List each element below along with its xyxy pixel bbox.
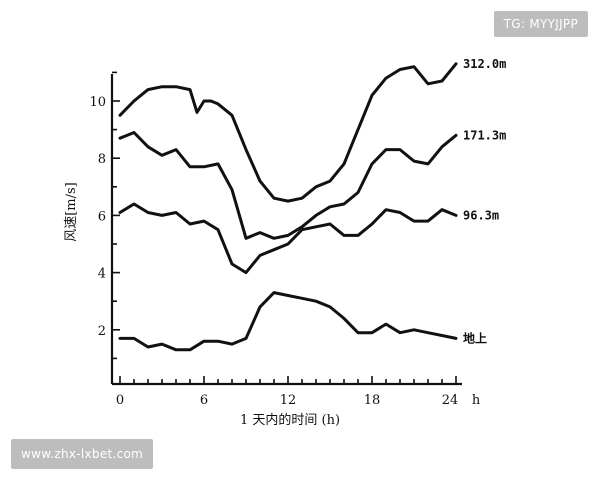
series-layer xyxy=(118,62,458,352)
series-label-1: 171.3m xyxy=(463,128,506,142)
series-label-3: 地上 xyxy=(463,330,487,345)
y-tick-label: 10 xyxy=(89,95,106,110)
watermark-bottom-left: www.zhx-lxbet.com xyxy=(11,439,154,469)
series-line-0 xyxy=(118,62,458,203)
x-tick-label: 6 xyxy=(200,393,208,408)
y-axis-label: 风速[m/s] xyxy=(64,182,79,242)
series-label-0: 312.0m xyxy=(463,57,506,71)
series-label-2: 96.3m xyxy=(463,208,499,222)
series-line-3 xyxy=(118,291,458,352)
x-axis-label: 1 天内的时间 (h) xyxy=(240,412,340,428)
x-tick-label: 12 xyxy=(280,393,297,408)
y-tick-label: 8 xyxy=(98,152,106,167)
series-line-2 xyxy=(118,202,458,275)
y-tick-label: 2 xyxy=(98,324,106,339)
x-unit-label: h xyxy=(472,393,481,408)
x-tick-label: 18 xyxy=(364,393,381,408)
labels-layer: 312.0m 171.3m 96.3m 地上 xyxy=(463,57,506,346)
x-tick-label: 24 xyxy=(442,393,459,408)
series-line-1 xyxy=(118,131,458,240)
y-tick-label: 4 xyxy=(98,267,106,282)
watermark-top-right: TG: MYYJJPP xyxy=(493,11,588,37)
x-tick-label: 0 xyxy=(116,393,124,408)
y-tick-label: 6 xyxy=(98,209,106,224)
